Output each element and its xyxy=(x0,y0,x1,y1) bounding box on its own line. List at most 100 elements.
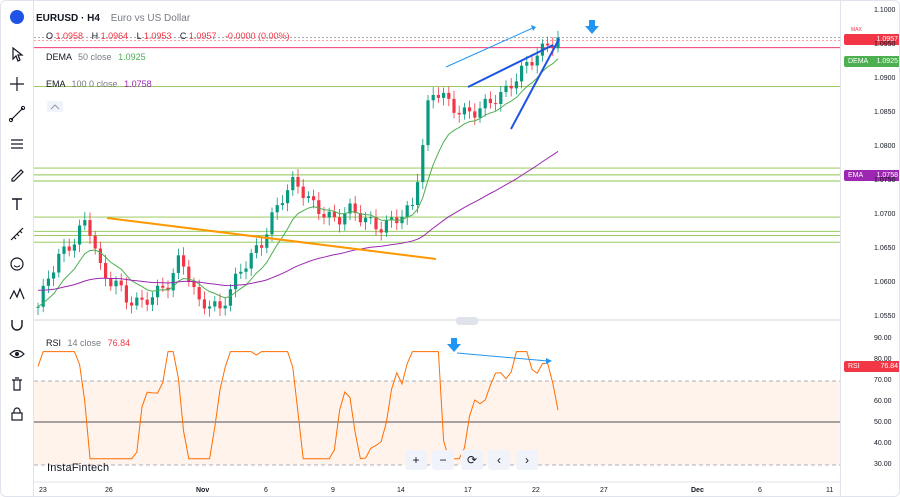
pattern-icon[interactable] xyxy=(6,283,28,305)
price-tick-label: 1.0900 xyxy=(874,75,896,82)
candle-body xyxy=(150,297,154,305)
candle-body xyxy=(405,205,409,217)
candle-body xyxy=(364,217,368,223)
candle-body xyxy=(223,305,227,309)
candle-body xyxy=(161,285,165,288)
zoom-out-icon[interactable]: − xyxy=(432,450,454,470)
candle-body xyxy=(166,287,170,291)
candle-body xyxy=(192,282,196,288)
candle-body xyxy=(514,81,518,89)
eye-icon[interactable] xyxy=(6,343,28,365)
time-tick-label: 22 xyxy=(532,487,540,494)
candlesticks xyxy=(36,30,560,317)
trash-icon[interactable] xyxy=(6,373,28,395)
ema-price-tag: EMA 1.0758 xyxy=(844,170,899,181)
rsi-legend[interactable]: RSI 14 close 76.84 xyxy=(46,338,130,348)
candle-body xyxy=(52,272,56,279)
time-tick-label: 6 xyxy=(264,487,268,494)
cursor-icon[interactable] xyxy=(6,43,28,65)
last-price-value: 1.0957 xyxy=(876,36,898,43)
trendline-icon[interactable] xyxy=(6,103,28,125)
candle-body xyxy=(130,302,134,306)
time-tick-label: 17 xyxy=(464,487,472,494)
down-arrow-icon[interactable] xyxy=(447,338,461,352)
candle-body xyxy=(509,85,513,89)
ema-line xyxy=(37,151,559,291)
candle-body xyxy=(530,62,534,66)
candle-body xyxy=(218,301,222,309)
candle-body xyxy=(306,196,310,198)
candle-body xyxy=(275,205,279,213)
candle-body xyxy=(88,220,92,236)
horizontal-levels[interactable] xyxy=(34,37,840,243)
zoom-in-icon[interactable]: + xyxy=(405,450,427,470)
candle-body xyxy=(369,217,373,219)
price-axis[interactable]: MAX 1.0957 DEMA 1.0925 EMA 1.0758 RSI 76.84… xyxy=(840,1,899,496)
candle-body xyxy=(457,112,461,115)
symbol-title[interactable]: EURUSD · H4 Euro vs US Dollar xyxy=(36,13,190,24)
rsi-tick-label: 90.00 xyxy=(874,335,892,342)
chart-area[interactable]: EURUSD · H4 Euro vs US Dollar O 1.0958 H… xyxy=(34,1,840,497)
candle-body xyxy=(327,211,331,218)
candle-body xyxy=(93,235,97,249)
candle-body xyxy=(338,217,342,225)
thin-trendline[interactable] xyxy=(445,26,536,68)
drawing-toolbar xyxy=(1,1,34,496)
down-arrow-icon[interactable] xyxy=(585,20,599,34)
dema-price-tag: DEMA 1.0925 xyxy=(844,56,899,67)
chevron-up-icon xyxy=(50,104,60,110)
reset-icon[interactable]: ⟳ xyxy=(461,450,483,470)
dema-tag-value: 1.0925 xyxy=(876,58,898,65)
text-icon[interactable] xyxy=(6,193,28,215)
orange-trendline[interactable] xyxy=(106,217,437,260)
candle-body xyxy=(358,213,362,223)
scroll-right-icon[interactable]: › xyxy=(516,450,538,470)
symbol-name: EURUSD · H4 xyxy=(36,13,100,24)
rsi-label: RSI xyxy=(46,338,62,348)
candle-body xyxy=(46,278,50,286)
magnet-icon[interactable] xyxy=(6,313,28,335)
close-value: 1.0957 xyxy=(188,31,217,41)
high-label: H xyxy=(91,31,99,41)
pane-drag-handle[interactable] xyxy=(456,317,478,325)
candle-body xyxy=(67,246,71,251)
ema-tag-label: EMA xyxy=(848,172,864,179)
rsi-divergence-line[interactable] xyxy=(456,352,549,362)
lock-icon[interactable] xyxy=(6,403,28,425)
wedge-upper-line[interactable] xyxy=(467,44,554,88)
candle-body xyxy=(265,234,269,248)
ema-legend[interactable]: EMA 100 0 close 1.0758 xyxy=(46,79,152,89)
fib-icon[interactable] xyxy=(6,133,28,155)
candle-body xyxy=(416,182,420,206)
measure-icon[interactable] xyxy=(6,223,28,245)
price-tick-label: 1.1000 xyxy=(874,7,896,14)
wedge-lower-line[interactable] xyxy=(510,38,560,130)
candle-body xyxy=(98,248,102,264)
chart-canvas[interactable] xyxy=(34,1,840,497)
candle-body xyxy=(296,176,300,187)
ema-params: 100 0 close xyxy=(71,79,118,89)
candle-body xyxy=(135,297,139,306)
candle-body xyxy=(525,62,529,66)
brush-icon[interactable] xyxy=(6,163,28,185)
candle-body xyxy=(119,280,123,286)
collapse-button[interactable] xyxy=(47,101,63,112)
dema-params: 50 close xyxy=(78,52,112,62)
candle-body xyxy=(442,92,446,98)
crosshair-icon[interactable] xyxy=(6,73,28,95)
candle-body xyxy=(379,229,383,233)
price-tick-label: 1.0750 xyxy=(874,177,896,184)
emoji-icon[interactable] xyxy=(6,253,28,275)
rsi-tag-label: RSI xyxy=(848,363,860,370)
app-logo-icon xyxy=(10,10,24,24)
scroll-left-icon[interactable]: ‹ xyxy=(488,450,510,470)
watermark: InstaFintech xyxy=(47,462,110,474)
candle-body xyxy=(390,217,394,221)
candle-body xyxy=(546,43,550,46)
ema-value: 1.0758 xyxy=(124,79,152,89)
candle-body xyxy=(504,85,508,93)
price-tick-label: 1.0600 xyxy=(874,279,896,286)
dema-legend[interactable]: DEMA 50 close 1.0925 xyxy=(46,52,146,62)
dema-tag-label: DEMA xyxy=(848,58,869,65)
price-tick-label: 1.0950 xyxy=(874,41,896,48)
